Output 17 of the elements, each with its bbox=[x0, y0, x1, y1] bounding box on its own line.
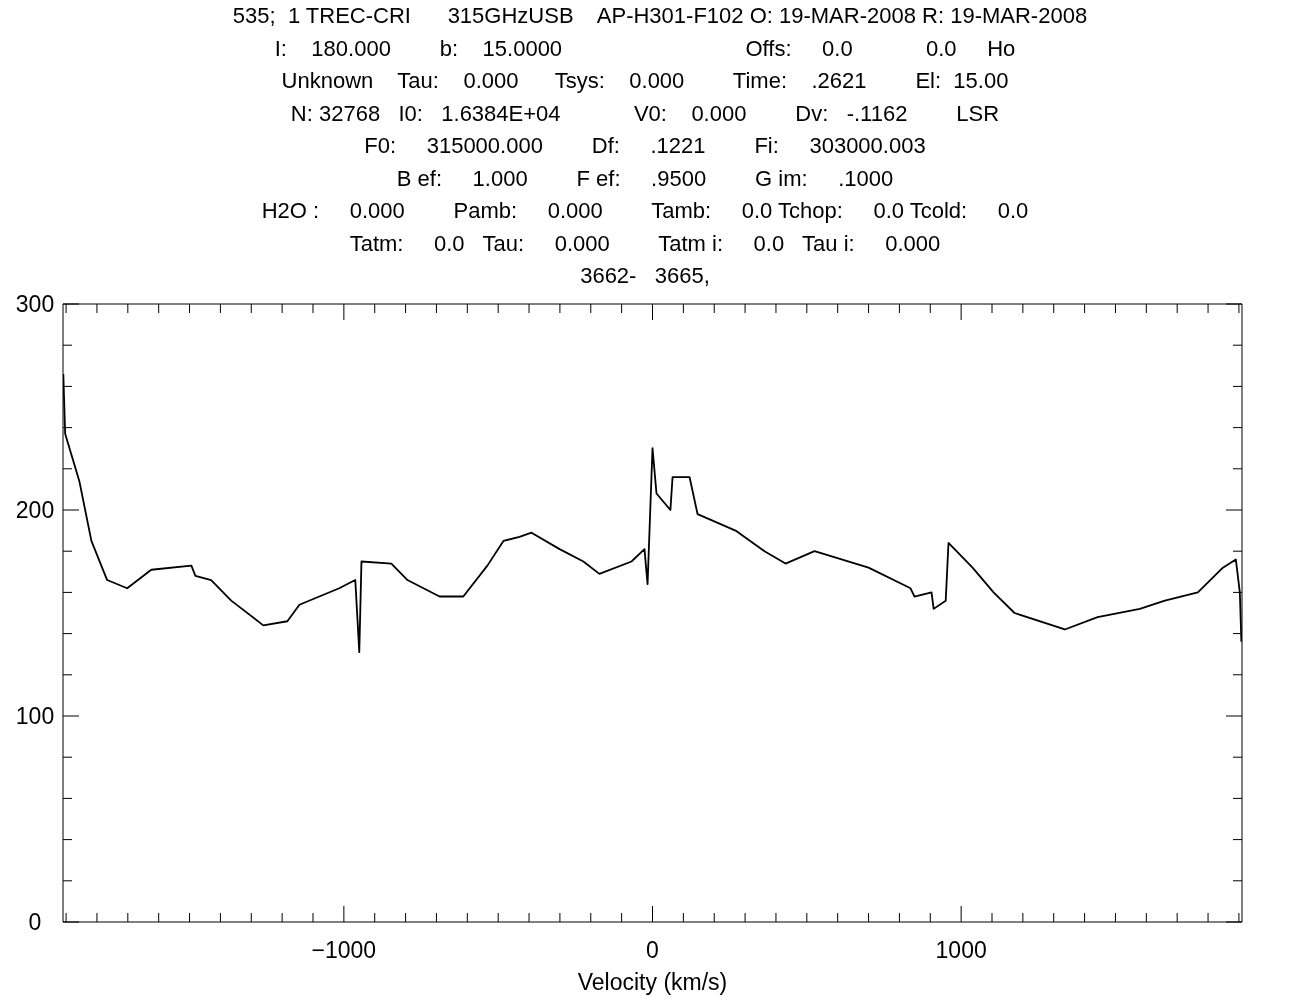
text: F0: 315000.000 Df: .1221 Fi: 303000.003 bbox=[363, 132, 927, 160]
x-tick-label: −1000 bbox=[311, 937, 377, 963]
text: N: 32768 I0: 1.6384E+04 V0: 0.000 Dv: -.1162 LSR bbox=[289, 99, 1001, 128]
text: 3662- 3665, bbox=[579, 262, 711, 290]
text: B ef: 1.000 F ef: .9500 G im: .1000 bbox=[395, 164, 895, 193]
y-tick-label: 0 bbox=[28, 909, 42, 935]
text: H2O : 0.000 Pamb: 0.000 Tamb: 0.0 Tchop: 0.0 Tcold: 0.0 bbox=[260, 197, 1030, 225]
y-tick-label: 300 bbox=[15, 291, 55, 317]
x-axis-title: Velocity (km/s) bbox=[577, 969, 728, 995]
text: I: 180.000 b: 15.0000 Offs: 0.0 0.0 Ho bbox=[273, 34, 1017, 63]
text: Tatm: 0.0 Tau: 0.000 Tatm i: 0.0 Tau i: 0.000 bbox=[348, 229, 942, 258]
text: Unknown Tau: 0.000 Tsys: 0.000 Time: .2621 El: 15.00 bbox=[280, 67, 1010, 95]
y-tick-label: 100 bbox=[15, 703, 55, 729]
x-tick-label: 0 bbox=[646, 937, 659, 963]
y-tick-label: 200 bbox=[15, 497, 55, 523]
x-tick-label: 1000 bbox=[935, 937, 987, 963]
text: 535; 1 TREC-CRI 315GHzUSB AP-H301-F102 O: 19-MAR-2008 R: 19-MAR-2008 bbox=[231, 2, 1089, 30]
